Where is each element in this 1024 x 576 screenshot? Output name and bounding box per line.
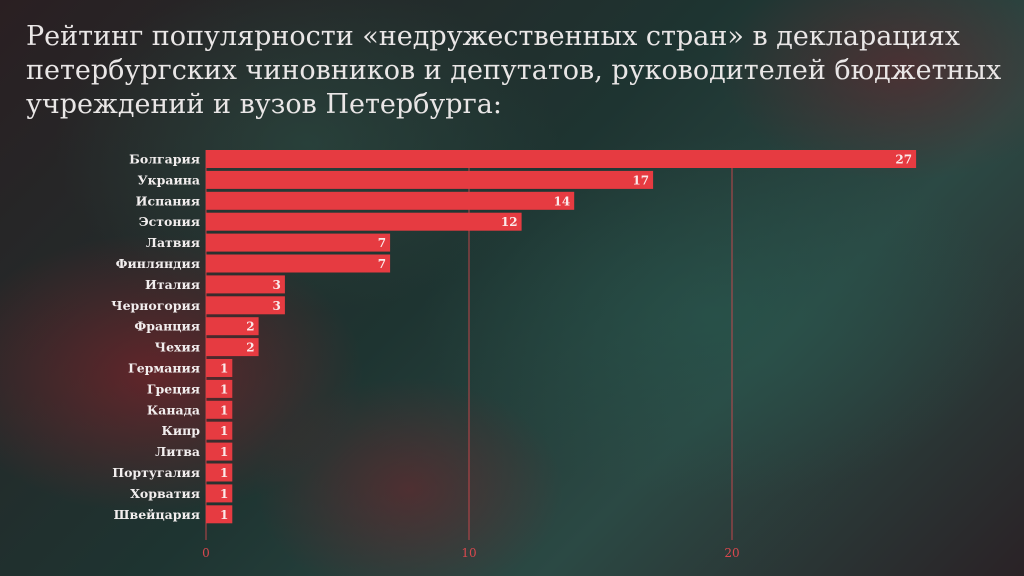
data-label: 1 [220, 403, 228, 417]
bar [206, 359, 233, 377]
category-label: Литва [155, 444, 200, 459]
category-label: Греция [147, 381, 200, 396]
category-label: Португалия [112, 465, 200, 480]
category-label: Латвия [146, 235, 200, 250]
bar [206, 317, 259, 336]
data-label: 3 [273, 299, 281, 313]
data-label: 1 [220, 466, 228, 480]
bar [206, 233, 391, 252]
x-tick-label: 20 [724, 546, 739, 560]
bar [206, 191, 575, 210]
bar [206, 338, 259, 357]
x-tick-label: 0 [202, 546, 210, 560]
bar [206, 212, 522, 231]
data-label: 1 [220, 382, 228, 396]
bar [206, 505, 233, 524]
data-label: 1 [220, 424, 228, 438]
data-label: 1 [220, 445, 228, 459]
bar [206, 379, 233, 398]
category-label: Эстония [139, 214, 200, 229]
category-label: Швейцария [114, 507, 200, 522]
data-label: 14 [553, 194, 570, 208]
bar [206, 150, 917, 168]
bar [206, 463, 233, 482]
category-label: Украина [137, 172, 200, 187]
data-label: 7 [378, 257, 386, 271]
data-label: 1 [220, 362, 228, 376]
category-label: Франция [134, 319, 200, 334]
data-label: 2 [246, 341, 254, 355]
data-label: 12 [501, 215, 518, 229]
bar [206, 296, 285, 315]
data-label: 1 [220, 487, 228, 501]
category-label: Чехия [155, 340, 200, 355]
category-label: Германия [128, 361, 200, 376]
category-label: Хорватия [130, 486, 200, 501]
category-label: Финляндия [116, 256, 200, 271]
bar [206, 484, 233, 503]
x-tick-label: 10 [461, 546, 476, 560]
category-label: Канада [147, 402, 200, 417]
data-label: 17 [632, 173, 649, 187]
data-label: 27 [895, 153, 912, 167]
bar [206, 254, 391, 273]
data-label: 2 [246, 320, 254, 334]
data-label: 1 [220, 508, 228, 522]
category-label: Черногория [111, 298, 200, 313]
category-label: Италия [145, 277, 200, 292]
category-labels: Болгария Украина Испания Эстония Латвия Финля… [111, 152, 200, 522]
bar [206, 275, 285, 294]
bar [206, 170, 654, 189]
data-label: 3 [273, 278, 281, 292]
bar [206, 421, 233, 440]
category-label: Болгария [129, 152, 200, 167]
data-label: 7 [378, 236, 386, 250]
bars [206, 150, 917, 524]
bar [206, 442, 233, 461]
page-title: Рейтинг популярности «недружественных ст… [26, 21, 1002, 120]
bar [206, 400, 233, 419]
category-label: Кипр [161, 423, 200, 438]
category-label: Испания [136, 193, 200, 208]
x-axis-ticks: 0 10 20 [202, 546, 739, 560]
value-labels: 27 17 14 12 7 7 3 3 2 2 1 1 1 1 1 1 1 1 [220, 153, 912, 522]
